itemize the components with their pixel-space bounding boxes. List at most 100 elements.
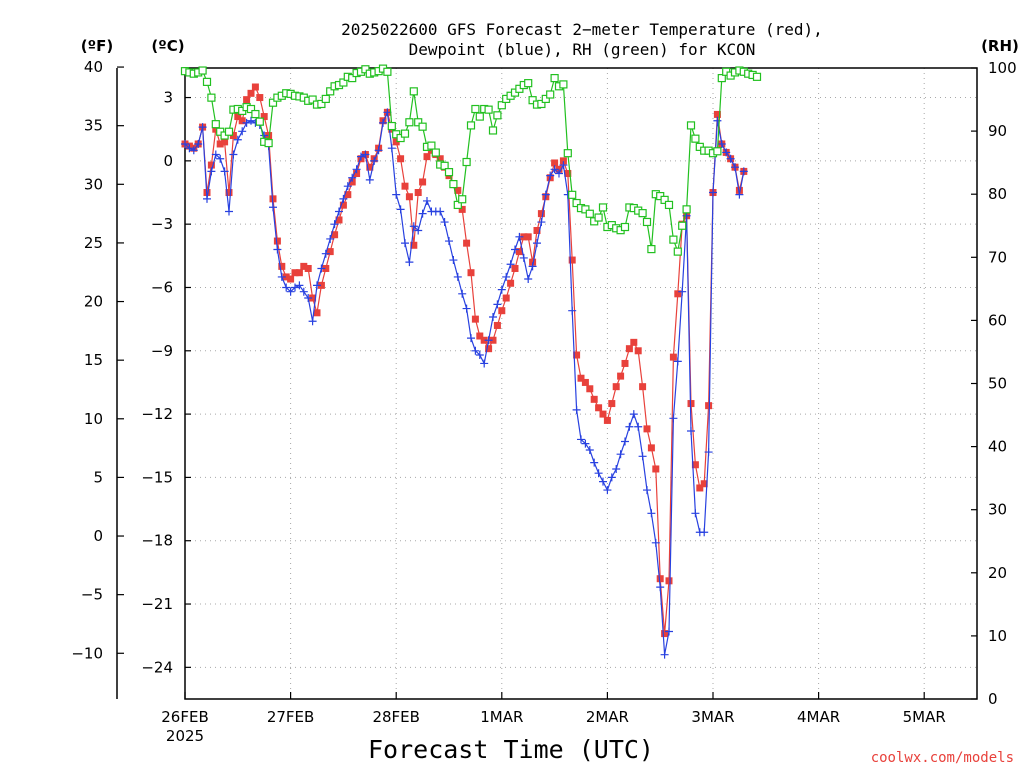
point-temperature: [339, 201, 347, 209]
point-temperature: [691, 461, 699, 469]
point-temperature: [603, 416, 611, 424]
point-rh: [466, 121, 476, 130]
point-temperature: [634, 347, 642, 355]
point-temperature: [265, 132, 273, 140]
point-dewpoint: [198, 123, 207, 132]
point-dewpoint: [735, 190, 744, 199]
rh-tick-label: 20: [988, 564, 1007, 582]
point-dewpoint: [731, 163, 739, 172]
point-rh: [497, 101, 506, 110]
x-tick-label: 28FEB: [372, 708, 419, 726]
point-dewpoint: [497, 285, 506, 294]
point-rh: [246, 104, 256, 114]
point-rh: [660, 195, 669, 204]
point-rh: [691, 134, 700, 143]
celsius-tick-label: −9: [151, 342, 173, 360]
celsius-tick-label: 0: [163, 152, 173, 170]
series-line-temperature: [184, 85, 745, 634]
point-temperature: [278, 262, 286, 270]
point-rh: [638, 209, 647, 218]
rh-tick-label: 40: [988, 438, 1007, 456]
series-layer: [180, 64, 762, 659]
point-temperature: [511, 264, 519, 272]
point-dewpoint: [440, 218, 449, 227]
point-temperature: [295, 269, 303, 277]
point-rh: [546, 90, 555, 99]
point-rh: [400, 129, 410, 138]
point-dewpoint: [405, 258, 414, 267]
point-temperature: [405, 193, 413, 201]
point-dewpoint: [242, 118, 251, 127]
point-dewpoint: [590, 458, 599, 467]
point-dewpoint: [453, 272, 462, 281]
point-dewpoint: [313, 281, 321, 290]
point-dewpoint: [546, 171, 555, 180]
point-temperature: [639, 383, 647, 391]
point-temperature: [344, 191, 352, 199]
point-dewpoint: [409, 222, 418, 231]
point-rh: [308, 95, 317, 104]
point-dewpoint: [392, 190, 401, 199]
point-temperature: [656, 575, 664, 583]
point-dewpoint: [607, 473, 616, 482]
point-temperature: [471, 315, 479, 323]
point-temperature: [256, 94, 264, 102]
point-temperature: [322, 264, 330, 272]
x-tick-label: 4MAR: [797, 708, 840, 726]
celsius-tick-label: −24: [141, 658, 173, 676]
point-rh: [264, 138, 273, 148]
point-dewpoint: [414, 226, 423, 235]
point-rh: [682, 205, 691, 214]
point-temperature: [608, 400, 616, 408]
point-dewpoint: [220, 167, 229, 176]
point-temperature: [559, 157, 567, 165]
point-temperature: [414, 189, 422, 197]
point-dewpoint: [282, 283, 291, 292]
point-temperature: [555, 165, 563, 173]
point-dewpoint: [445, 237, 453, 246]
point-temperature: [625, 345, 633, 353]
point-dewpoint: [216, 154, 225, 163]
point-temperature: [366, 163, 374, 171]
point-temperature: [331, 231, 339, 239]
point-dewpoint: [436, 207, 445, 216]
point-temperature: [221, 138, 229, 146]
point-rh: [458, 195, 467, 204]
point-rh: [678, 221, 687, 230]
rh-tick-label: 10: [988, 627, 1007, 645]
point-temperature: [458, 205, 466, 213]
point-dewpoint: [555, 169, 563, 178]
point-rh: [405, 118, 414, 127]
point-temperature: [533, 226, 541, 234]
point-dewpoint: [449, 256, 458, 265]
point-temperature: [493, 321, 501, 329]
point-rh: [563, 149, 572, 158]
point-temperature: [515, 248, 523, 256]
point-dewpoint: [577, 435, 585, 444]
point-temperature: [480, 336, 488, 344]
point-rh: [585, 209, 594, 218]
point-temperature: [234, 113, 242, 121]
point-dewpoint: [643, 486, 651, 495]
point-temperature: [207, 161, 215, 169]
fahrenheit-tick-label: 15: [84, 351, 103, 369]
point-dewpoint: [519, 253, 528, 262]
point-dewpoint: [458, 289, 467, 298]
point-temperature: [630, 338, 638, 346]
point-dewpoint: [225, 207, 233, 216]
point-temperature: [463, 239, 471, 247]
point-temperature: [568, 256, 576, 264]
point-rh: [431, 148, 440, 157]
point-temperature: [485, 345, 493, 353]
point-dewpoint: [687, 426, 695, 435]
point-rh: [541, 94, 550, 104]
point-temperature: [309, 294, 317, 302]
point-rh: [673, 247, 682, 256]
point-rh: [268, 98, 278, 107]
point-dewpoint: [321, 249, 330, 258]
point-temperature: [423, 153, 431, 161]
point-dewpoint: [506, 260, 515, 269]
point-temperature: [291, 269, 299, 277]
point-temperature: [705, 402, 713, 410]
